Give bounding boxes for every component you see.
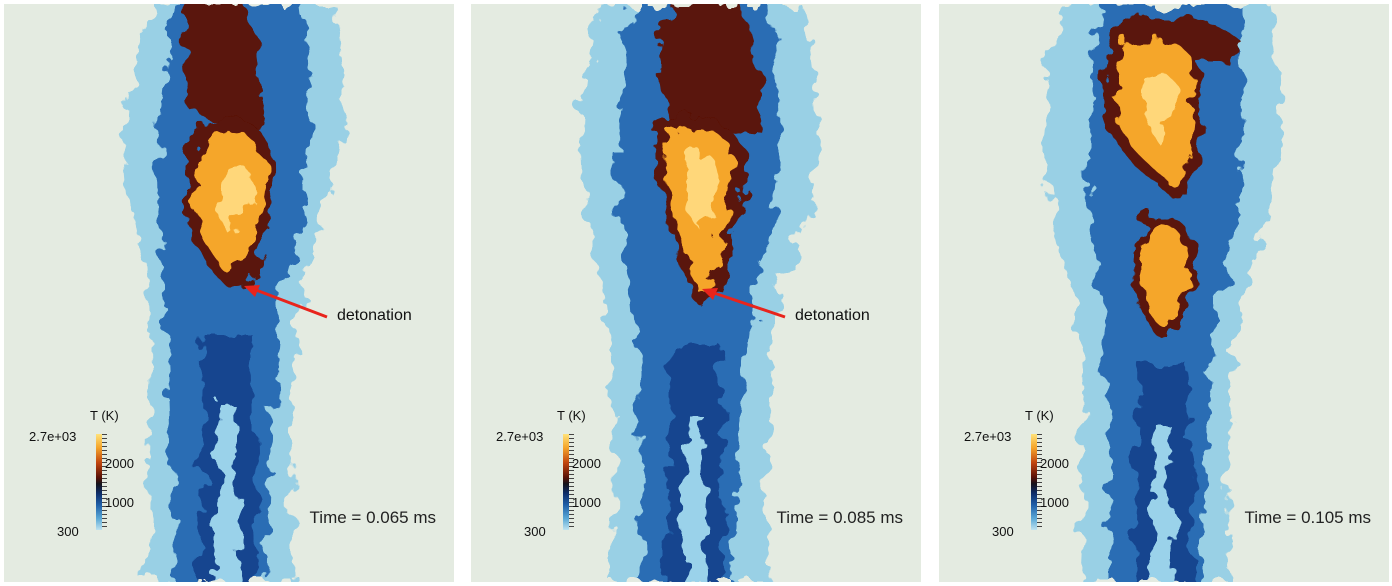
- panel-2: detonation T (K) 2.7e+03 2000 1000 300 T…: [471, 4, 921, 582]
- temperature-field-2: [581, 4, 817, 582]
- detonation-label-1: detonation: [337, 307, 412, 324]
- panel-1: detonation T (K) 2.7e+03 2000 1000 300 T…: [4, 4, 454, 582]
- temperature-field-1: [126, 4, 344, 582]
- temperature-field-3: [1044, 4, 1279, 582]
- time-label-2: Time = 0.085 ms: [776, 508, 903, 527]
- time-label-1: Time = 0.065 ms: [309, 508, 436, 527]
- detonation-arrow-2: [702, 288, 786, 319]
- time-label-3: Time = 0.105 ms: [1244, 508, 1371, 527]
- panel-3: T (K) 2.7e+03 2000 1000 300 Time = 0.105…: [939, 4, 1389, 582]
- detonation-arrow-1: [244, 285, 328, 319]
- detonation-label-2: detonation: [795, 307, 870, 324]
